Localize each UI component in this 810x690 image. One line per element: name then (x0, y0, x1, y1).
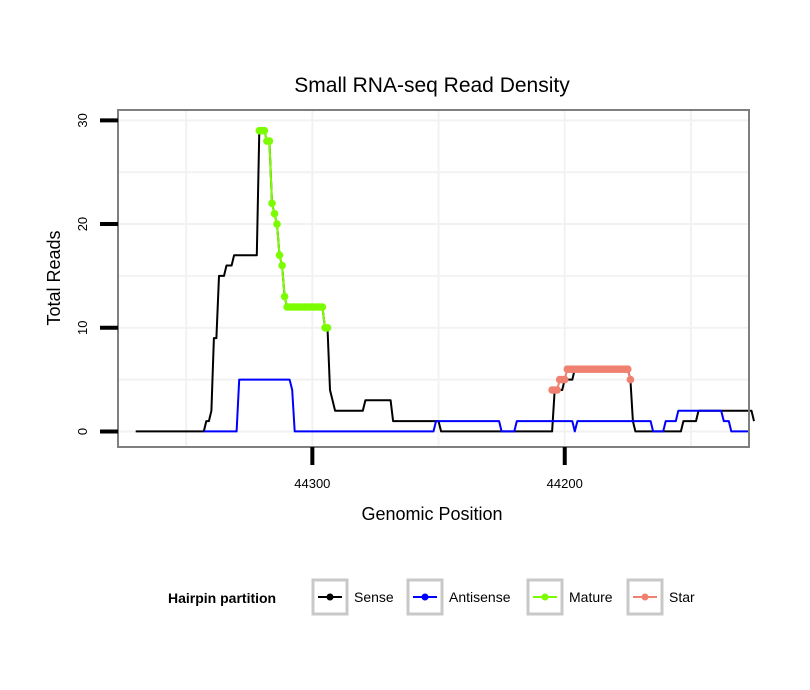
legend-label-star: Star (669, 589, 695, 605)
x-tick-label: 44200 (547, 476, 583, 491)
point-mature (318, 303, 327, 311)
panel-border (117, 109, 750, 448)
point-mature (280, 292, 289, 301)
y-axis: 0 10 20 30 (75, 113, 118, 435)
legend-label-mature: Mature (569, 589, 613, 605)
point-star (626, 375, 635, 384)
point-mature (265, 137, 274, 145)
legend-label-sense: Sense (354, 589, 394, 605)
x-tick-label: 44300 (294, 476, 330, 491)
chart-title: Small RNA-seq Read Density (294, 74, 570, 97)
y-tick-label: 30 (75, 113, 90, 127)
legend-dot-star (641, 593, 649, 601)
point-star (553, 386, 561, 394)
point-mature (270, 209, 279, 218)
x-axis: 44300 44200 (294, 447, 583, 491)
legend-label-antisense: Antisense (449, 589, 511, 605)
point-mature (278, 261, 286, 270)
legend: Hairpin partition Sense Antisense Mature St… (168, 578, 695, 616)
legend-dot-antisense (421, 593, 429, 601)
legend-title: Hairpin partition (168, 590, 276, 606)
point-mature (273, 220, 281, 228)
point-mature (275, 251, 284, 259)
y-tick-label: 20 (75, 217, 90, 231)
point-mature (260, 126, 269, 135)
point-star (624, 365, 632, 374)
legend-dot-sense (326, 593, 334, 601)
point-mature (268, 199, 276, 208)
series-line-mature (259, 129, 328, 329)
y-tick-label: 0 (75, 428, 90, 435)
y-axis-label: Total Reads (44, 230, 64, 325)
series-line-sense (135, 129, 755, 433)
legend-dot-mature (541, 593, 549, 601)
y-tick-label: 10 (75, 321, 90, 335)
series-layer (135, 126, 755, 433)
point-mature (323, 324, 332, 332)
point-star (560, 375, 569, 384)
x-axis-label: Genomic Position (361, 504, 502, 524)
series-line-antisense (203, 378, 749, 433)
